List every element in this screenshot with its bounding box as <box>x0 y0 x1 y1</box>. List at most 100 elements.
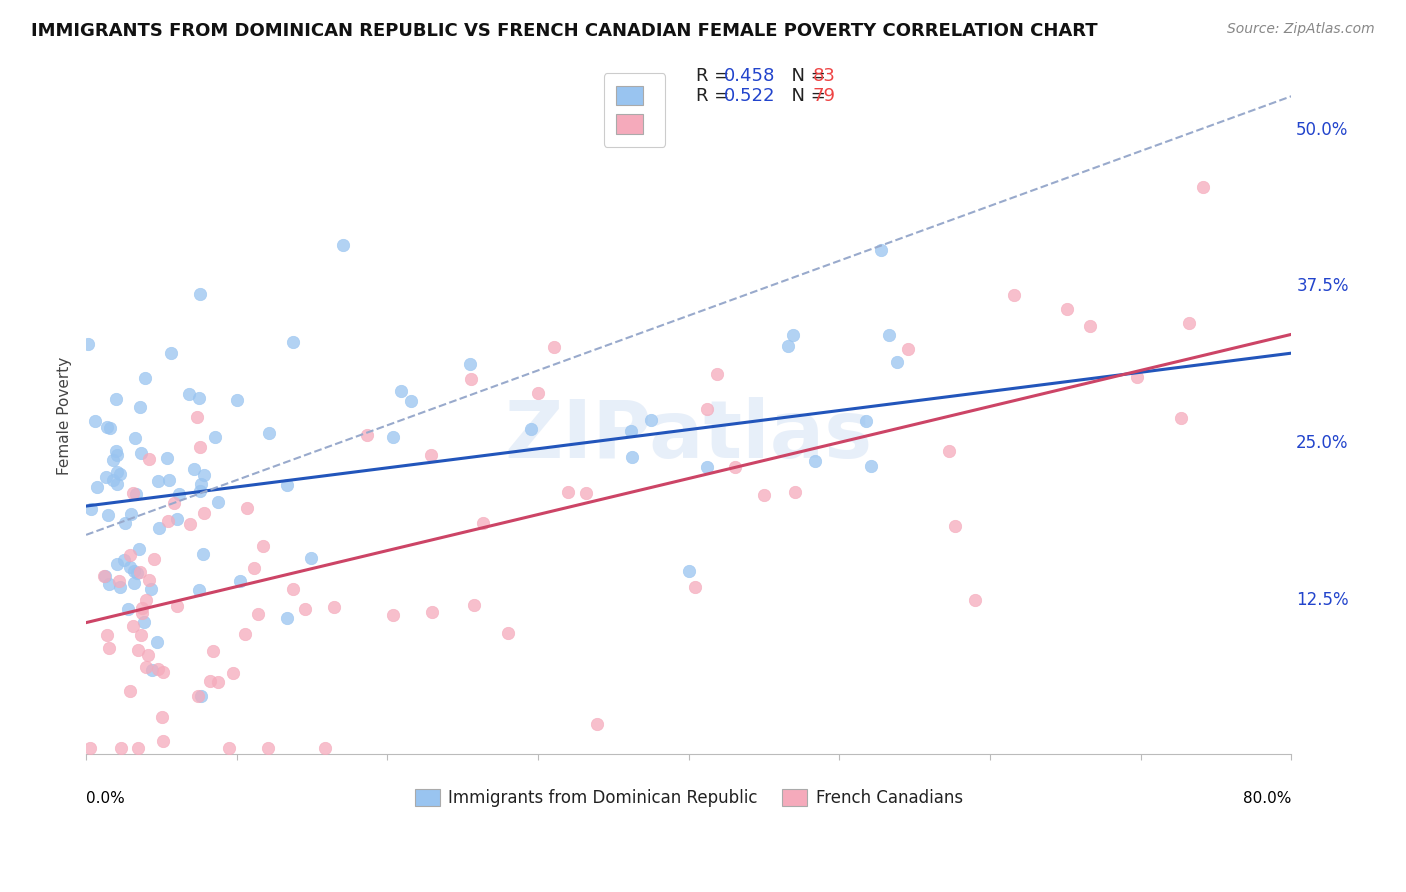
Point <box>877 327 900 342</box>
Point <box>778 339 800 353</box>
Point <box>105 477 128 491</box>
Point <box>201 644 224 658</box>
Text: N =: N = <box>780 87 832 105</box>
Point <box>527 386 550 401</box>
Point <box>557 485 579 500</box>
Point <box>105 465 128 479</box>
Point <box>105 444 128 458</box>
Point <box>86 480 108 494</box>
Point <box>803 454 825 468</box>
Point <box>226 393 249 408</box>
Point <box>127 741 149 756</box>
Point <box>198 673 221 688</box>
Point <box>98 420 121 434</box>
Point <box>148 663 170 677</box>
Point <box>122 564 145 578</box>
Point <box>124 431 146 445</box>
Point <box>127 566 149 580</box>
Point <box>782 327 804 342</box>
Point <box>1002 288 1025 302</box>
Point <box>472 516 495 530</box>
Point <box>139 582 162 596</box>
Point <box>127 643 149 657</box>
Point <box>752 488 775 502</box>
Point <box>314 741 336 756</box>
Point <box>187 689 209 703</box>
Point <box>233 627 256 641</box>
Point <box>460 372 482 386</box>
Point <box>897 342 920 356</box>
Point <box>696 460 718 475</box>
Point <box>283 335 305 350</box>
Point <box>120 684 142 698</box>
Point <box>724 460 747 475</box>
Point <box>257 425 280 440</box>
Point <box>183 461 205 475</box>
Point <box>678 564 700 578</box>
Point <box>131 600 153 615</box>
Point <box>332 238 354 252</box>
Text: R =: R = <box>696 87 735 105</box>
Point <box>80 501 103 516</box>
Point <box>252 539 274 553</box>
Text: 80.0%: 80.0% <box>1243 791 1291 806</box>
Point <box>236 500 259 515</box>
Point <box>134 371 156 385</box>
Legend: Immigrants from Dominican Republic, French Canadians: Immigrants from Dominican Republic, Fren… <box>408 782 970 814</box>
Point <box>84 414 107 428</box>
Point <box>132 615 155 629</box>
Point <box>575 485 598 500</box>
Text: N =: N = <box>780 67 832 85</box>
Text: 0.522: 0.522 <box>724 87 776 105</box>
Point <box>108 574 131 589</box>
Point <box>138 574 160 588</box>
Point <box>125 487 148 501</box>
Point <box>685 581 707 595</box>
Point <box>218 741 240 756</box>
Point <box>135 660 157 674</box>
Point <box>167 487 190 501</box>
Point <box>543 340 565 354</box>
Point <box>276 478 298 492</box>
Point <box>1170 411 1192 425</box>
Point <box>135 593 157 607</box>
Text: 79: 79 <box>813 87 835 105</box>
Point <box>1080 319 1102 334</box>
Text: 0.458: 0.458 <box>724 67 776 85</box>
Point <box>101 473 124 487</box>
Point <box>98 641 121 656</box>
Point <box>163 496 186 510</box>
Point <box>204 430 226 444</box>
Point <box>96 420 118 434</box>
Point <box>463 599 485 613</box>
Point <box>101 452 124 467</box>
Point <box>640 413 662 427</box>
Point <box>706 367 728 381</box>
Point <box>157 473 180 487</box>
Point <box>299 550 322 565</box>
Point <box>1178 316 1201 330</box>
Point <box>356 428 378 442</box>
Point <box>381 607 404 622</box>
Text: Source: ZipAtlas.com: Source: ZipAtlas.com <box>1227 22 1375 37</box>
Point <box>965 593 987 607</box>
Point <box>166 512 188 526</box>
Point <box>190 689 212 703</box>
Point <box>156 451 179 466</box>
Point <box>96 470 118 484</box>
Point <box>110 581 132 595</box>
Point <box>420 605 443 619</box>
Point <box>152 665 174 680</box>
Point <box>188 582 211 597</box>
Point <box>110 741 132 756</box>
Point <box>938 444 960 458</box>
Point <box>117 602 139 616</box>
Point <box>855 414 877 428</box>
Point <box>276 610 298 624</box>
Point <box>458 357 481 371</box>
Point <box>886 355 908 369</box>
Point <box>283 582 305 596</box>
Point <box>222 666 245 681</box>
Point <box>148 521 170 535</box>
Point <box>188 287 211 301</box>
